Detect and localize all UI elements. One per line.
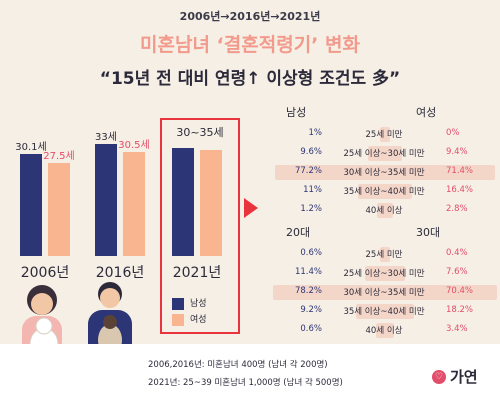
bar-female-1: [123, 152, 145, 256]
right-value-0: 0.4%: [446, 248, 468, 258]
legend: 남성 여성: [172, 296, 207, 328]
right-value-2: 70.4%: [446, 286, 474, 296]
brand-logo: ♡ 가연: [432, 366, 478, 387]
row-background-2: [274, 165, 496, 180]
category-0: 25세 미만: [365, 130, 403, 140]
left-value-4: 0.6%: [300, 324, 322, 334]
bar-male-0: [20, 153, 42, 256]
left-value-2: 77.2%: [294, 166, 322, 176]
category-0: 25세 미만: [365, 250, 403, 260]
row-background-0: [379, 127, 391, 142]
right-value-4: 2.8%: [446, 204, 468, 214]
left-value-0: 0.6%: [300, 248, 322, 258]
category-2: 30세 이상~35세 미만: [343, 168, 425, 178]
legend-female-swatch: [172, 313, 184, 326]
footnote-2: 2021년: 25~39 미혼남녀 1,000명 (남녀 각 500명): [148, 378, 343, 388]
row-background-3: [358, 184, 412, 199]
category-3: 35세 이상~40세 미만: [343, 187, 425, 197]
legend-male: 남성: [172, 296, 207, 312]
footer-panel: [0, 344, 500, 400]
bar-male-2: [172, 148, 194, 256]
footnote-1: 2006,2016년: 미혼남녀 400명 (남녀 각 200명): [148, 360, 328, 370]
row-background-3: [355, 304, 415, 319]
legend-male-swatch: [172, 297, 184, 310]
category-label-0: 2006년: [20, 265, 70, 281]
bar-label-male-1: 33세: [95, 131, 117, 143]
bar-label-female-0: 27.5세: [43, 150, 75, 162]
category-4: 40세 이상: [365, 326, 403, 336]
left-value-0: 1%: [308, 128, 323, 138]
bar-male-1: [95, 143, 117, 256]
left-value-3: 9.2%: [300, 305, 322, 315]
left-value-1: 11.4%: [294, 267, 322, 277]
left-value-3: 11%: [303, 185, 322, 195]
table-header-left: 남성: [286, 106, 307, 119]
category-3: 35세 이상~40세 미만: [343, 307, 425, 317]
row-background-1: [367, 146, 403, 161]
legend-female-label: 여성: [190, 315, 207, 325]
highlight-2021-box: [160, 118, 240, 334]
brand-name: 가연: [450, 368, 478, 386]
age-bar-chart: 30.1세 27.5세 2006년 33세 30.5세 2016년 2021년: [15, 131, 222, 281]
row-background-2: [273, 285, 497, 300]
left-value-2: 78.2%: [294, 286, 322, 296]
bar-female-2: [200, 150, 222, 256]
arrow-icon: [244, 198, 258, 218]
category-1: 25세 이상~30세 미만: [343, 149, 425, 159]
right-value-3: 16.4%: [446, 185, 474, 195]
row-background-1: [365, 266, 405, 281]
left-value-1: 9.6%: [300, 147, 322, 157]
legend-male-label: 남성: [190, 299, 207, 309]
category-label-1: 2016년: [95, 265, 145, 281]
row-background-0: [380, 247, 390, 262]
row-background-4: [376, 323, 394, 338]
years-heading: 2006년→2016년→2021년: [179, 10, 321, 23]
left-value-4: 1.2%: [300, 204, 322, 214]
category-1: 25세 이상~30세 미만: [343, 269, 425, 279]
agegroup-preference-table: 20대 30대 0.6% 25세 미만 0.4% 11.4% 25세 이상~30세 미만 7.…: [270, 224, 500, 338]
right-value-0: 0%: [446, 128, 460, 138]
table-header-right: 여성: [416, 106, 437, 119]
brand-heart-icon: ♡: [432, 369, 446, 384]
right-value-2: 71.4%: [446, 166, 474, 176]
right-value-1: 9.4%: [446, 147, 468, 157]
right-value-1: 7.6%: [446, 267, 468, 277]
category-2: 30세 이상~35세 미만: [343, 288, 425, 298]
right-value-4: 3.4%: [446, 324, 468, 334]
page-title: 미혼남녀 ‘결혼적령기’ 변화: [140, 34, 360, 56]
right-value-3: 18.2%: [446, 305, 474, 315]
bar-label-male-0: 30.1세: [15, 141, 47, 153]
annotation-2021: 30~35세: [176, 126, 224, 139]
category-4: 40세 이상: [365, 206, 403, 216]
gender-preference-table: 남성 여성 1% 25세 미만 0% 9.6% 25세 이상~30세 미만 9.4% 77.2%…: [270, 104, 500, 218]
legend-female: 여성: [172, 312, 207, 328]
bar-female-0: [48, 162, 70, 256]
category-label-2: 2021년: [172, 265, 222, 281]
table-header-left: 20대: [286, 226, 311, 239]
bar-label-female-1: 30.5세: [118, 140, 150, 152]
row-background-4: [377, 203, 393, 218]
page-subtitle: “15년 전 대비 연령↑ 이상형 조건도 多”: [99, 69, 401, 89]
table-header-right: 30대: [416, 226, 441, 239]
